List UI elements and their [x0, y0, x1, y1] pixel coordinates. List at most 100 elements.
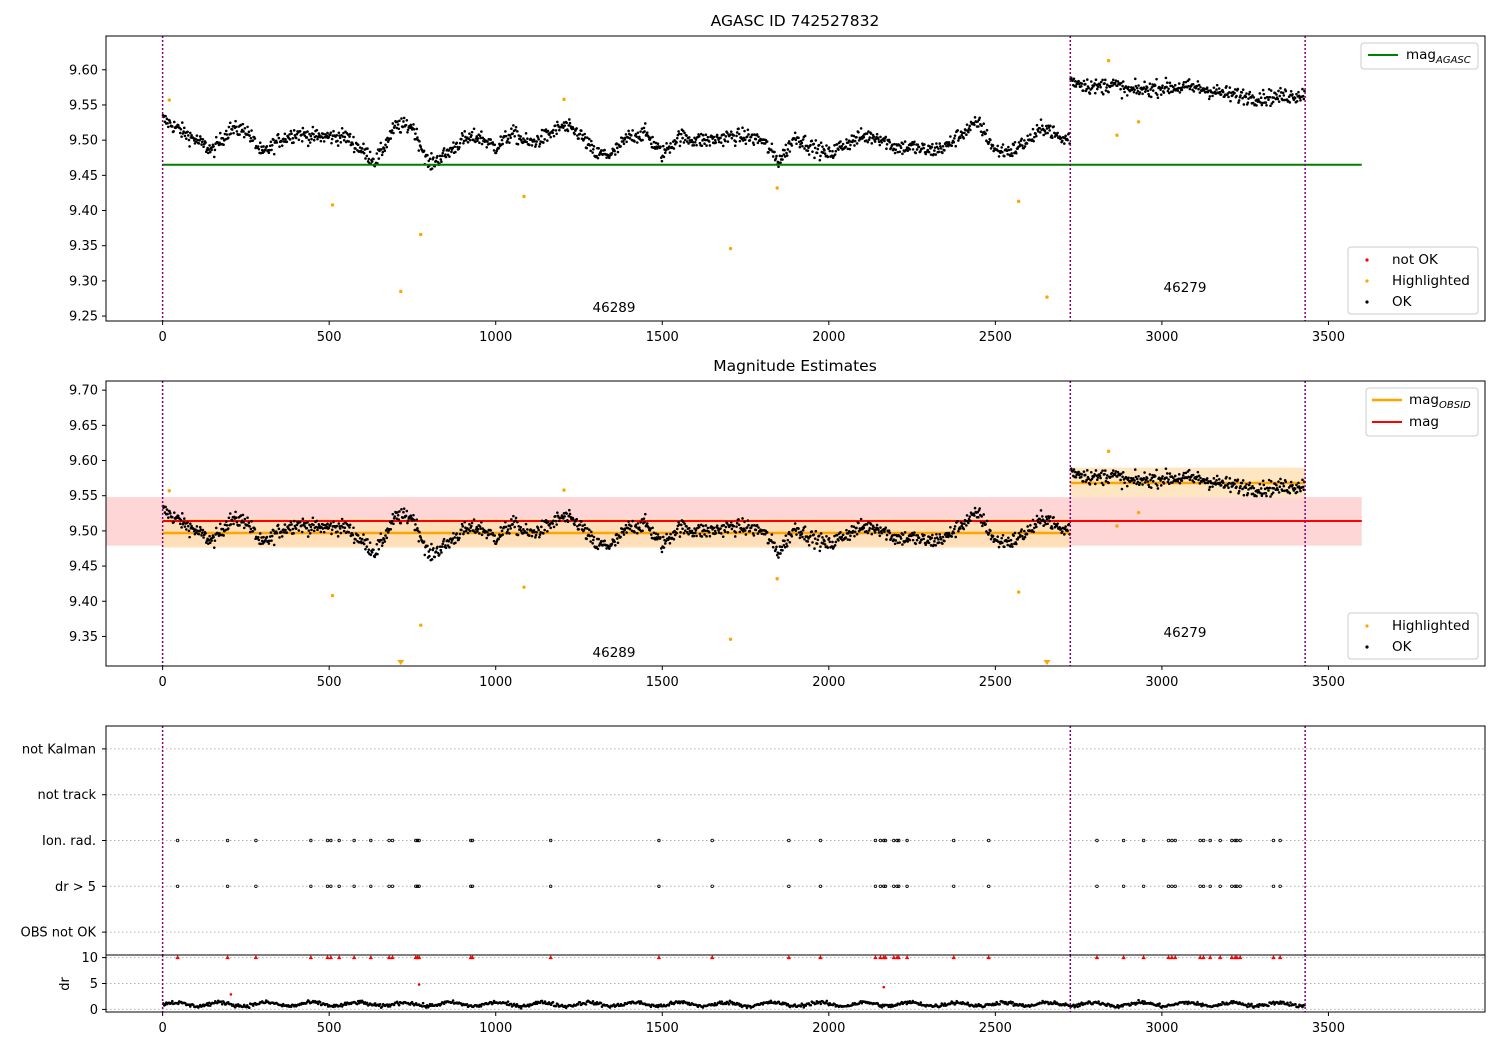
ok-point — [664, 149, 668, 152]
dr-point — [594, 1002, 598, 1006]
ok-point — [430, 542, 433, 546]
ok-point — [879, 526, 882, 529]
ok-point — [933, 537, 937, 540]
ok-point — [509, 136, 513, 139]
ok-point — [474, 137, 478, 140]
ok-point — [1143, 481, 1147, 484]
ok-point — [338, 134, 341, 137]
ok-point — [453, 536, 457, 539]
ion-rad-flag-marker — [390, 838, 395, 843]
ok-point — [294, 136, 298, 140]
panel4-x-tick-label: 1000 — [479, 1021, 512, 1036]
ok-point — [257, 538, 261, 542]
ok-point — [510, 127, 513, 131]
ok-point — [1059, 136, 1063, 140]
ok-point — [1094, 78, 1098, 82]
ok-point — [815, 542, 819, 545]
ok-point — [678, 144, 682, 148]
ok-point — [221, 136, 225, 140]
ok-point — [949, 135, 952, 138]
ok-point — [743, 138, 747, 142]
ok-point — [535, 530, 538, 534]
ok-point — [1259, 491, 1262, 495]
dr-point — [263, 1001, 267, 1005]
ok-point — [742, 527, 746, 530]
ok-point — [690, 529, 694, 533]
ok-point — [390, 129, 394, 132]
ok-point — [586, 136, 589, 140]
ok-point — [1088, 483, 1092, 486]
ok-point — [682, 141, 686, 144]
ok-point — [821, 145, 824, 148]
ok-point — [743, 529, 747, 532]
ok-point — [1039, 521, 1042, 525]
ok-point — [256, 535, 260, 539]
ok-point — [438, 545, 442, 548]
ok-point — [643, 130, 646, 133]
dr-point — [176, 1002, 180, 1006]
ion-rad-flag-marker — [254, 838, 258, 843]
ok-point — [1061, 530, 1064, 533]
ok-point — [629, 524, 633, 528]
ok-point — [997, 155, 1001, 158]
ok-point — [1111, 84, 1114, 87]
ok-point — [756, 532, 760, 535]
panel2-y-tick-label: 9.40 — [69, 595, 98, 610]
ok-point — [952, 140, 956, 144]
ok-point — [396, 511, 399, 514]
ok-point — [615, 146, 619, 150]
ok-point — [656, 142, 660, 145]
ok-point — [1077, 470, 1080, 474]
ok-point — [391, 122, 395, 125]
dr-point — [578, 1000, 582, 1004]
panel1-obsid-label-2: 46279 — [1164, 280, 1207, 296]
ok-point — [968, 124, 972, 128]
ok-point — [610, 151, 614, 155]
ok-point — [390, 521, 393, 525]
ok-point — [1037, 520, 1040, 524]
ok-point — [651, 526, 654, 530]
ok-point — [679, 530, 682, 534]
ok-point — [1115, 475, 1119, 478]
ok-point — [754, 137, 758, 141]
ok-point — [554, 515, 557, 518]
ok-point — [558, 519, 561, 523]
ok-point — [556, 120, 559, 124]
ok-point — [1208, 95, 1212, 98]
ok-point — [960, 133, 964, 137]
ok-point — [697, 135, 701, 138]
dr-clipped-marker — [308, 955, 314, 960]
ok-point — [888, 140, 892, 144]
ok-point — [475, 135, 479, 138]
ok-point — [582, 528, 586, 532]
dr-flag-marker — [254, 884, 258, 888]
ok-point — [1073, 470, 1077, 474]
ok-point — [868, 136, 872, 139]
dr-clipped-marker — [1094, 955, 1100, 960]
ok-point — [463, 130, 467, 133]
dr-point — [170, 999, 174, 1003]
ok-point — [917, 536, 921, 539]
ok-point — [1198, 482, 1202, 485]
ok-point — [393, 515, 397, 518]
highlighted-point — [167, 98, 171, 102]
ok-point — [272, 529, 275, 532]
ok-point — [613, 153, 617, 156]
ok-point — [208, 534, 211, 538]
ok-point — [595, 154, 598, 158]
ok-point — [672, 147, 676, 150]
ok-point — [1134, 475, 1138, 479]
ion-rad-flag-marker — [225, 838, 230, 843]
ok-point — [1260, 103, 1264, 107]
ok-point — [1109, 475, 1112, 479]
ok-point — [1228, 86, 1232, 89]
ok-point — [1181, 86, 1184, 89]
ok-point — [439, 548, 443, 552]
ok-point — [957, 529, 960, 533]
ok-point — [868, 527, 872, 530]
ok-point — [1147, 485, 1151, 489]
ok-point — [873, 140, 877, 143]
ok-point — [795, 142, 798, 146]
ok-point — [1055, 134, 1059, 137]
ok-point — [396, 120, 399, 123]
